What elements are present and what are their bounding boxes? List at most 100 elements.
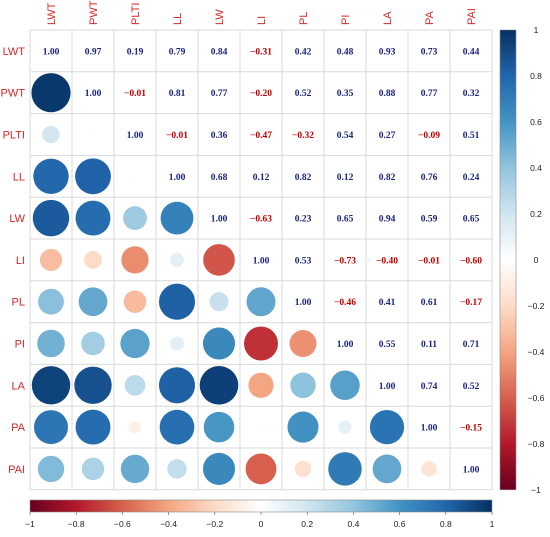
colorbar-right-tick: −0.6 [528, 393, 545, 403]
row-label-lwt: LWT [3, 46, 26, 58]
row-label-pa: PA [11, 422, 26, 434]
circle-pa-li [259, 425, 263, 430]
circle-pai-lwt [37, 455, 65, 483]
colorbar-right-tick: −0.8 [528, 439, 545, 449]
coef-pwt-lw: 0.77 [211, 89, 228, 99]
coef-lwt-pwt: 0.97 [85, 47, 102, 57]
circle-li-lw [203, 244, 235, 276]
circle-pl-plti [123, 290, 147, 313]
row-label-li: LI [16, 255, 25, 267]
row-label-pwt: PWT [1, 88, 26, 100]
coef-pi-la: 0.55 [379, 340, 396, 350]
coef-lw-pl: 0.23 [295, 215, 312, 225]
coef-pa-pai: −0.15 [460, 424, 482, 434]
coef-ll-la: 0.82 [379, 173, 396, 183]
coef-lw-pai: 0.65 [463, 215, 480, 225]
coef-lwt-la: 0.93 [379, 47, 396, 57]
coef-pl-pl: 1.00 [295, 298, 312, 308]
coef-lwt-li: −0.31 [250, 47, 272, 57]
row-label-ll: LL [13, 171, 25, 183]
coef-la-pa: 0.74 [421, 382, 438, 392]
coef-li-pai: −0.60 [460, 256, 482, 266]
circle-la-ll [158, 367, 196, 404]
coef-pwt-pi: 0.35 [337, 89, 354, 99]
column-label-pi: PI [340, 15, 352, 25]
column-label-pl: PL [298, 12, 310, 25]
coef-lwt-pl: 0.42 [295, 47, 312, 57]
circle-la-lw [199, 366, 239, 405]
circle-pa-lwt [33, 410, 69, 445]
colorbar-bottom-tick: −0.6 [114, 519, 131, 529]
coef-pai-pai: 1.00 [463, 465, 480, 475]
coef-pa-pa: 1.00 [421, 424, 438, 434]
circle-pi-lw [202, 327, 236, 360]
coef-lwt-pai: 0.44 [463, 47, 480, 57]
circle-pi-plti [120, 328, 150, 359]
coef-ll-ll: 1.00 [169, 173, 186, 183]
circle-pa-la [369, 409, 405, 445]
coef-plti-li: −0.47 [250, 131, 272, 141]
column-label-pa: PA [424, 10, 436, 25]
colorbar-right-tick: −1 [531, 485, 541, 495]
circle-pl-li [246, 287, 276, 317]
circle-pai-pa [421, 461, 437, 477]
circle-ll-pwt [75, 158, 111, 195]
circle-pl-ll [158, 283, 196, 320]
circle-pi-pl [289, 330, 317, 357]
column-label-plti: PLTI [130, 3, 142, 25]
circle-la-plti [124, 374, 146, 396]
circle-pi-pwt [81, 331, 105, 356]
coef-lwt-pi: 0.48 [337, 47, 354, 57]
circle-pl-pwt [78, 287, 108, 317]
coef-li-pi: −0.73 [334, 256, 356, 266]
matrix-marks: 1.00 0.97 0.19 0.79 0.84 −0.31 0.42 0.48 0.93 0.7… [31, 47, 482, 486]
coef-plti-lw: 0.36 [211, 131, 228, 141]
coef-plti-pi: 0.54 [337, 131, 354, 141]
circle-la-pwt [74, 366, 112, 404]
circle-li-ll [170, 253, 184, 267]
coef-ll-li: 0.12 [253, 173, 270, 183]
circle-li-plti [121, 246, 149, 274]
circle-li-lwt [39, 248, 63, 271]
row-label-lw: LW [9, 213, 25, 225]
circle-pai-pl [294, 460, 312, 478]
coef-pwt-la: 0.88 [379, 89, 396, 99]
column-labels: LWT PWT PLTI LL LW LI PL PI LA PA PAI [46, 0, 478, 25]
colorbar-right-tick: 0.2 [530, 209, 542, 219]
coef-ll-lw: 0.68 [211, 173, 228, 183]
colorbar-right-tick: 0.8 [530, 71, 542, 81]
circle-li-pwt [84, 251, 102, 269]
coef-lw-pi: 0.65 [337, 215, 354, 225]
coef-plti-ll: −0.01 [166, 131, 188, 141]
circle-pa-pi [338, 420, 352, 434]
row-label-pl: PL [12, 297, 25, 309]
circle-pai-lw [202, 452, 236, 485]
coef-ll-pi: 0.12 [337, 173, 354, 183]
coef-la-la: 1.00 [379, 382, 396, 392]
circle-ll-lwt [33, 158, 69, 194]
coef-pwt-pai: 0.32 [463, 89, 480, 99]
circle-pa-ll [159, 409, 195, 445]
colorbar-bottom-tick: −0.4 [160, 519, 177, 529]
circle-pai-pi [328, 452, 362, 486]
colorbar-right-gradient [499, 29, 517, 491]
coef-plti-pa: −0.09 [418, 131, 440, 141]
coef-lwt-ll: 0.79 [169, 47, 186, 57]
coef-pl-pi: −0.46 [334, 298, 356, 308]
circle-pi-lwt [37, 329, 65, 358]
coef-pwt-plti: −0.01 [124, 89, 146, 99]
row-labels: LWT PWT PLTI LL LW LI PL PI LA PA PAI [1, 46, 26, 476]
column-label-pwt: PWT [88, 0, 100, 25]
column-label-li: LI [256, 16, 268, 25]
circle-pai-li [245, 453, 277, 485]
coef-plti-pai: 0.51 [463, 131, 480, 141]
coef-lwt-lw: 0.84 [211, 47, 228, 57]
row-label-plti: PLTI [3, 130, 25, 142]
coef-pwt-pl: 0.52 [295, 89, 312, 99]
colorbar-bottom-tick: −0.2 [206, 519, 223, 529]
coef-ll-pai: 0.24 [463, 173, 480, 183]
circle-lw-plti [123, 206, 147, 231]
coef-li-pa: −0.01 [418, 256, 440, 266]
colorbar-right-tick: 0.4 [530, 163, 542, 173]
